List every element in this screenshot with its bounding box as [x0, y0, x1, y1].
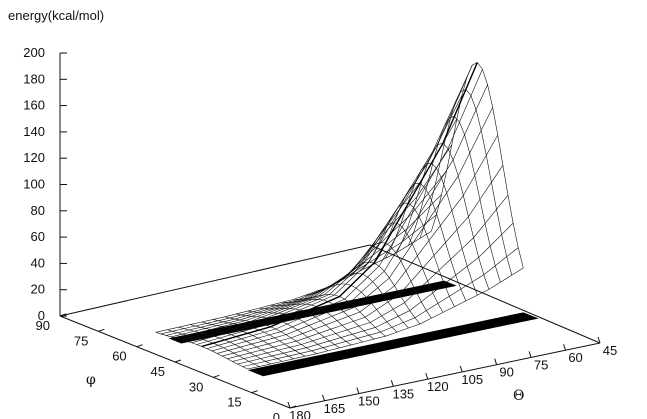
surface-phi-line	[227, 165, 504, 360]
phi-axis-title: φ	[86, 372, 96, 388]
phi-tick-label: 15	[227, 395, 241, 410]
surface-theta-line	[431, 62, 524, 269]
theta-tick-label: 105	[461, 372, 483, 387]
surface-phi-line	[171, 170, 447, 338]
z-tick-label: 20	[31, 282, 45, 297]
theta-tick-mark	[321, 394, 325, 401]
z-axis-ticks: 0 20 40 60 80 100 120 140 160 180 200	[23, 45, 67, 323]
phi-tick-label: 0	[273, 410, 280, 419]
z-tick-label: 60	[31, 229, 45, 244]
surface-theta-line	[373, 182, 467, 301]
z-tick-label: 160	[23, 98, 45, 113]
theta-tick-label: 150	[358, 394, 380, 409]
phi-tick-mark	[59, 313, 67, 317]
surface-theta-line	[408, 116, 501, 283]
phi-tick-label: 75	[74, 333, 88, 348]
energy-surface	[155, 62, 539, 377]
theta-axis-title: Θ	[513, 388, 524, 404]
surface-floor-band	[247, 312, 539, 377]
surface-theta-line	[419, 89, 513, 276]
surface-phi-line	[232, 195, 509, 362]
theta-tick-label: 135	[392, 386, 414, 401]
phi-tick-label: 60	[112, 349, 126, 364]
phi-tick-mark	[213, 374, 220, 378]
phi-tick-label: 30	[189, 379, 203, 394]
surface-ridge-line	[201, 62, 478, 348]
z-tick-label: 0	[38, 308, 45, 323]
phi-axis-ticks: 0 15 30 45 60 75 90	[36, 313, 297, 419]
surface-phi-line	[165, 194, 442, 336]
surface-phi-line	[222, 134, 499, 357]
surface-theta-line	[385, 162, 478, 296]
z-tick-label: 140	[23, 124, 45, 139]
theta-axis-line	[289, 342, 601, 409]
theta-axis-ticks: 180 165 150 135 120 105 90 75 60 45	[287, 336, 617, 419]
theta-tick-mark	[287, 401, 291, 409]
phi-tick-label: 45	[151, 364, 165, 379]
theta-tick-label: 165	[324, 401, 346, 416]
surface-phi-line	[155, 230, 432, 333]
theta-tick-label: 180	[289, 408, 311, 419]
surface-phi-line	[196, 65, 473, 345]
surface-floor-band	[168, 280, 457, 344]
phi-tick-mark	[289, 405, 297, 409]
surface-phi-line	[186, 95, 463, 342]
z-tick-label: 180	[23, 71, 45, 86]
theta-tick-mark	[356, 387, 360, 394]
surface-phi-line	[242, 247, 519, 367]
surface-phi-line	[217, 107, 493, 354]
surface-phi-line	[176, 144, 453, 339]
theta-tick-label: 45	[603, 343, 617, 358]
theta-tick-mark	[459, 365, 463, 373]
phi-tick-mark	[174, 359, 182, 363]
phi-tick-mark	[136, 344, 143, 348]
z-tick-label: 40	[31, 255, 45, 270]
back-floor-line	[59, 244, 371, 317]
z-tick-label: 100	[23, 177, 45, 192]
surface-phi-line	[206, 69, 483, 349]
theta-tick-label: 90	[499, 365, 513, 380]
z-tick-label: 200	[23, 45, 45, 60]
theta-tick-mark	[528, 351, 532, 358]
theta-tick-mark	[425, 372, 429, 380]
surface-phi-line	[247, 267, 524, 370]
phi-tick-mark	[98, 328, 105, 332]
surface-phi-line	[211, 84, 488, 352]
theta-tick-mark	[563, 344, 567, 351]
z-axis-title: energy(kcal/mol)	[8, 8, 104, 23]
theta-tick-label: 75	[534, 357, 548, 372]
phi-tick-mark	[251, 390, 258, 394]
surface-phi-line	[160, 214, 437, 335]
surface-phi-line	[191, 76, 468, 344]
theta-tick-label: 60	[568, 350, 582, 365]
theta-tick-mark	[597, 336, 601, 344]
back-floor-right-line	[369, 244, 601, 344]
z-tick-label: 80	[31, 203, 45, 218]
theta-tick-label: 120	[427, 379, 449, 394]
phi-tick-label: 90	[36, 318, 50, 333]
surface-phi-line	[237, 222, 514, 365]
surface-theta-line	[396, 143, 490, 290]
theta-tick-mark	[494, 358, 498, 365]
theta-tick-mark	[390, 380, 394, 387]
z-tick-label: 120	[23, 150, 45, 165]
surface-phi-line	[181, 118, 458, 341]
